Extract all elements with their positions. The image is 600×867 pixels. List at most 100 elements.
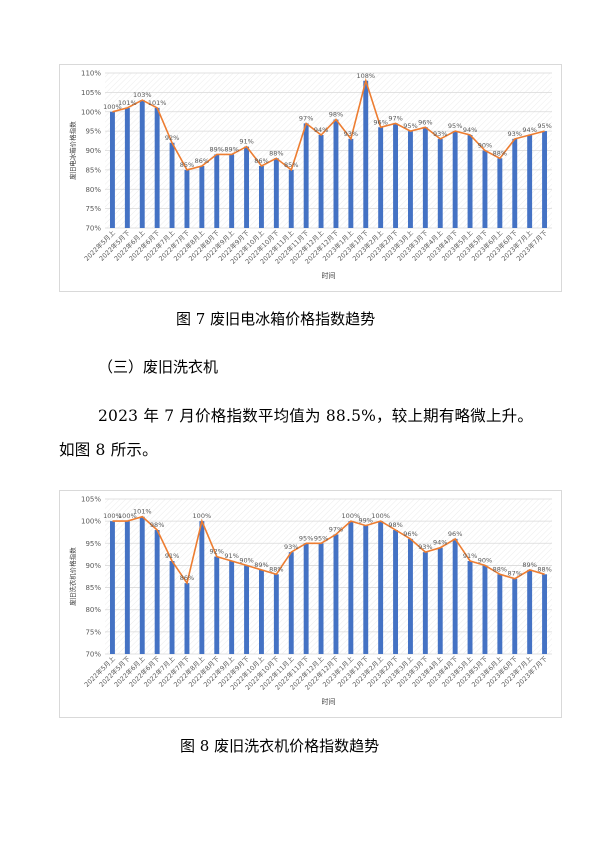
data-label: 86%	[180, 574, 194, 582]
data-label: 91%	[239, 138, 253, 146]
data-label: 100%	[103, 512, 122, 520]
paragraph-line-1: 2023 年 7 月价格指数平均值为 88.5%，较上期有略微上升。	[98, 407, 534, 425]
bar	[229, 154, 235, 228]
data-label: 93%	[508, 130, 522, 138]
chart-washer-svg: 70%75%80%85%90%95%100%105%100%100%101%98…	[68, 496, 552, 706]
bar	[512, 578, 518, 654]
bar	[318, 543, 324, 654]
data-label: 86%	[254, 157, 268, 165]
data-label: 94%	[314, 126, 328, 134]
bar	[393, 530, 399, 654]
bar	[527, 135, 533, 228]
bar	[407, 538, 413, 654]
data-label: 93%	[418, 543, 432, 551]
bar	[452, 538, 458, 654]
y-tick-label: 70%	[85, 651, 101, 659]
data-label: 95%	[299, 534, 313, 542]
bar	[378, 521, 384, 654]
series-line	[112, 77, 545, 172]
y-tick-label: 85%	[85, 584, 101, 592]
bar	[482, 565, 488, 654]
bar	[199, 521, 205, 654]
y-tick-label: 85%	[85, 166, 101, 174]
y-axis-title: 废旧电冰箱价格指数	[68, 121, 77, 180]
data-label: 99%	[359, 517, 373, 525]
plot-area	[105, 499, 552, 654]
data-label: 93%	[284, 543, 298, 551]
bar	[109, 521, 115, 654]
data-label: 85%	[180, 161, 194, 169]
bar	[154, 107, 160, 228]
bar	[303, 543, 309, 654]
data-label: 88%	[269, 565, 283, 573]
bar	[437, 547, 443, 654]
bar	[333, 534, 339, 654]
bar	[497, 574, 503, 654]
bar	[229, 561, 235, 654]
data-label: 88%	[493, 565, 507, 573]
bar	[169, 561, 175, 654]
data-label: 98%	[388, 521, 402, 529]
bar	[422, 127, 428, 228]
bar	[258, 166, 264, 228]
chart-washer-price-index: 70% 75% 80% 85% 90% 95% 100% 105% 100% 100% 101% 98…	[59, 490, 562, 718]
y-tick-label: 100%	[81, 518, 101, 526]
data-label: 103%	[133, 91, 152, 99]
data-label: 93%	[344, 130, 358, 138]
y-tick-label: 90%	[85, 562, 101, 570]
data-label: 96%	[448, 530, 462, 538]
bar	[109, 111, 115, 228]
data-label: 108%	[356, 72, 375, 80]
x-axis-title: 时间	[322, 697, 336, 706]
x-axis-title: 时间	[322, 271, 336, 280]
data-label: 90%	[478, 556, 492, 564]
data-label: 94%	[433, 539, 447, 547]
y-tick-label: 90%	[85, 147, 101, 155]
data-label: 98%	[150, 521, 164, 529]
paragraph-line-2: 如图 8 所示。	[59, 441, 158, 459]
bar	[407, 131, 413, 228]
y-tick-label: 80%	[85, 186, 101, 194]
data-label: 97%	[329, 525, 343, 533]
bar	[437, 138, 443, 228]
bar	[512, 138, 518, 228]
data-label: 95%	[448, 122, 462, 130]
data-label: 85%	[284, 161, 298, 169]
y-tick-label: 70%	[85, 225, 101, 233]
figure-8-caption: 图 8 废旧洗衣机价格指数趋势	[180, 737, 380, 755]
bar	[139, 100, 145, 228]
y-tick-label: 75%	[85, 205, 101, 213]
bar	[273, 574, 279, 654]
data-label: 100%	[371, 512, 390, 520]
data-label: 87%	[508, 570, 522, 578]
bar	[348, 521, 354, 654]
data-label: 92%	[165, 134, 179, 142]
y-tick-label: 80%	[85, 606, 101, 614]
bar	[378, 127, 384, 228]
data-label: 101%	[148, 99, 167, 107]
data-label: 89%	[254, 561, 268, 569]
bar	[467, 561, 473, 654]
data-label: 100%	[193, 512, 212, 520]
y-tick-label: 105%	[81, 89, 101, 97]
data-label: 98%	[329, 111, 343, 119]
data-label: 96%	[418, 118, 432, 126]
bar	[497, 158, 503, 228]
bar	[258, 569, 264, 654]
chart-fridge-svg: 70%75%80%85%90%95%100%105%110%100%101%10…	[68, 70, 552, 280]
data-label: 88%	[537, 565, 551, 573]
data-label: 101%	[118, 99, 137, 107]
data-label: 94%	[463, 126, 477, 134]
bar	[199, 166, 205, 228]
data-label: 89%	[224, 145, 238, 153]
y-tick-label: 100%	[81, 108, 101, 116]
bar	[244, 565, 250, 654]
data-label: 95%	[314, 534, 328, 542]
y-tick-label: 110%	[81, 70, 101, 78]
data-label: 96%	[403, 530, 417, 538]
bar	[273, 158, 279, 228]
data-label: 101%	[133, 508, 152, 516]
data-label: 97%	[299, 114, 313, 122]
bar	[288, 552, 294, 654]
data-label: 86%	[195, 157, 209, 165]
